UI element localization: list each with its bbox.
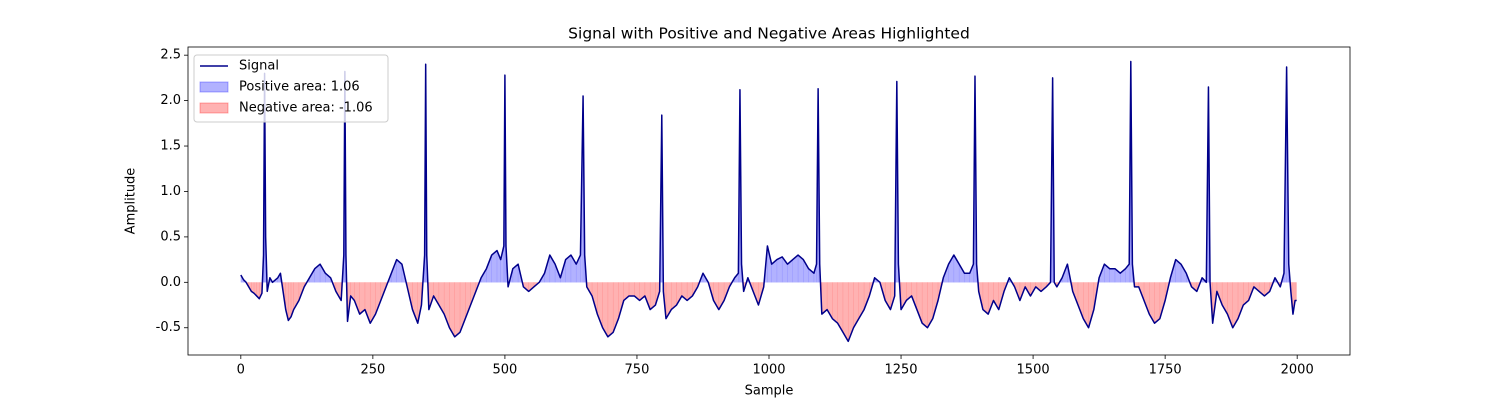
plot-frame (187, 46, 1351, 356)
legend-box (193, 54, 389, 123)
x-tick-label: 1750 (1149, 363, 1182, 378)
y-tick-label: 2.5 (160, 48, 181, 63)
negative-area (245, 282, 1297, 342)
x-tick-label: 1250 (884, 363, 917, 378)
x-tick-label: 1500 (1017, 363, 1050, 378)
legend-label: Negative area: -1.06 (239, 101, 373, 116)
y-tick-label: 2.0 (160, 93, 181, 108)
x-tick-label: 1000 (752, 363, 785, 378)
y-tick-label: 1.0 (160, 184, 181, 199)
x-axis-label: Sample (745, 384, 794, 399)
signal-line (240, 60, 1297, 343)
legend-patch (199, 102, 229, 114)
legend-label: Signal (239, 59, 279, 74)
legend-patch (199, 81, 229, 93)
y-tick-label: 0.5 (160, 229, 181, 244)
chart-title: Signal with Positive and Negative Areas … (568, 25, 970, 43)
y-axis-label: Amplitude (124, 168, 139, 235)
x-tick-label: 750 (625, 363, 650, 378)
y-tick-label: -0.5 (156, 320, 181, 335)
x-tick-label: 250 (360, 363, 385, 378)
x-tick-label: 0 (237, 363, 245, 378)
x-tick-label: 500 (492, 363, 517, 378)
y-tick-label: 0.0 (160, 275, 181, 290)
legend-label: Positive area: 1.06 (239, 80, 360, 95)
x-tick-label: 2000 (1281, 363, 1314, 378)
y-tick-label: 1.5 (160, 139, 181, 154)
